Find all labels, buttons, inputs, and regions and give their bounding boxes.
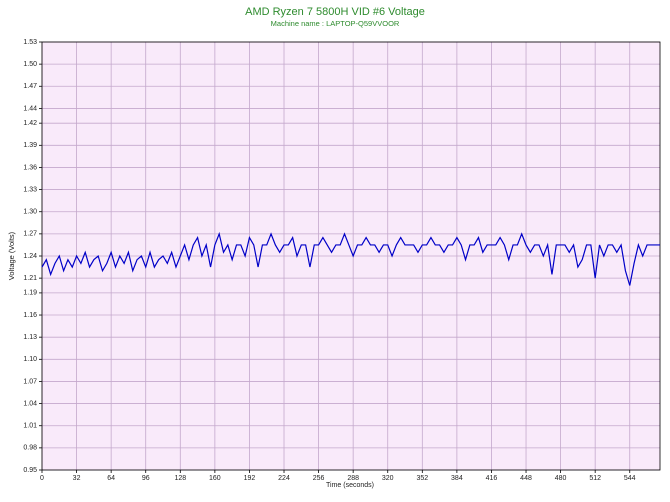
data-line (41, 231, 660, 286)
chart-subtitle: Machine name : LAPTOP-Q59VVOOR (271, 19, 400, 28)
y-tick-label: 1.33 (23, 186, 37, 193)
y-tick-label: 1.13 (23, 334, 37, 341)
y-tick-label: 1.44 (23, 105, 37, 112)
x-tick-label: 160 (209, 475, 221, 482)
x-tick-label: 480 (555, 475, 567, 482)
plot-border (41, 41, 661, 471)
x-tick-label: 192 (244, 475, 256, 482)
y-tick-label: 1.36 (23, 164, 37, 171)
x-tick-label: 64 (107, 475, 115, 482)
y-tick-label: 1.39 (23, 142, 37, 149)
y-tick-label: 1.04 (23, 400, 37, 407)
x-tick-label: 416 (486, 475, 498, 482)
x-tick-label: 0 (40, 475, 44, 482)
y-tick-label: 1.16 (23, 312, 37, 319)
y-tick-label: 1.21 (23, 275, 37, 282)
y-tick-label: 1.19 (23, 290, 37, 297)
y-axis-label: Voltage (Volts) (7, 231, 16, 280)
y-tick-label: 1.50 (23, 61, 37, 68)
x-tick-label: 224 (278, 475, 290, 482)
x-tick-label: 256 (313, 475, 325, 482)
x-tick-label: 320 (382, 475, 394, 482)
y-tick-label: 1.42 (23, 120, 37, 127)
x-axis-label: Time (seconds) (326, 482, 374, 489)
y-tick-label: 1.07 (23, 378, 37, 385)
x-tick-label: 512 (589, 475, 601, 482)
x-tick-label: 32 (73, 475, 81, 482)
y-tick-label: 1.24 (23, 253, 37, 260)
y-tick-label: 1.53 (23, 39, 37, 46)
y-tick-label: 0.95 (23, 467, 37, 474)
chart-title: AMD Ryzen 7 5800H VID #6 Voltage (245, 6, 425, 18)
y-tick-label: 1.30 (23, 209, 37, 216)
x-tick-label: 128 (174, 475, 186, 482)
y-tick-label: 1.10 (23, 356, 37, 363)
x-tick-label: 288 (347, 475, 359, 482)
x-tick-label: 448 (520, 475, 532, 482)
x-tick-label: 384 (451, 475, 463, 482)
y-tick-label: 1.47 (23, 83, 37, 90)
y-tick-label: 0.98 (23, 445, 37, 452)
x-tick-label: 544 (624, 475, 636, 482)
x-tick-label: 352 (416, 475, 428, 482)
y-tick-label: 1.01 (23, 423, 37, 430)
x-tick-label: 96 (142, 475, 150, 482)
y-tick-label: 1.27 (23, 231, 37, 238)
